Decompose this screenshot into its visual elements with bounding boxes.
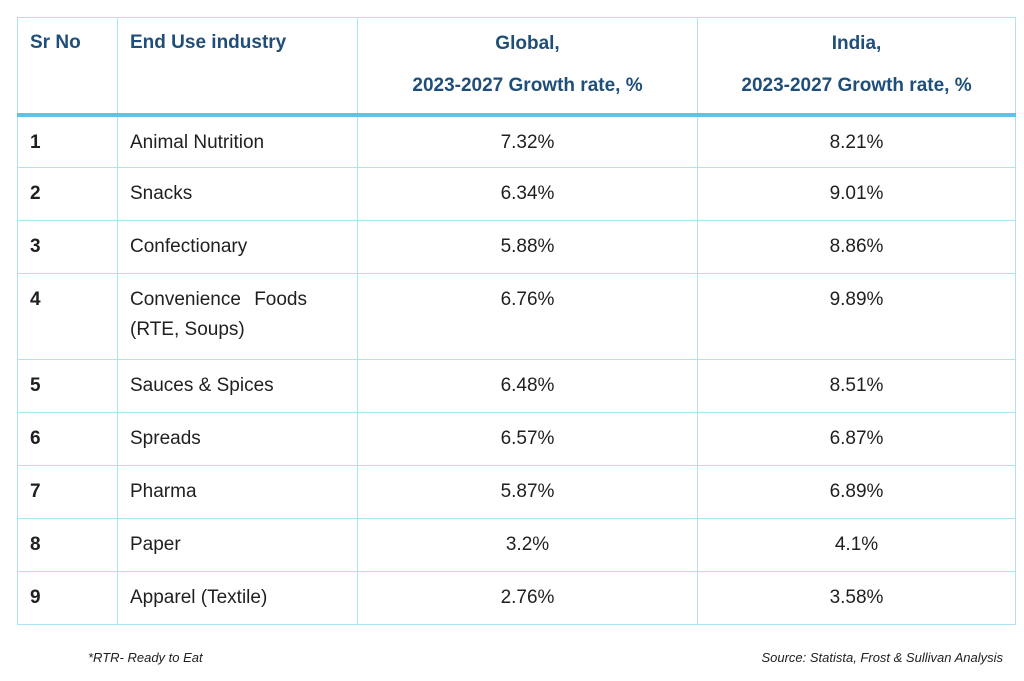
header-india-line2: 2023-2027 Growth rate, % xyxy=(741,75,972,96)
row-sr-no: 4 xyxy=(17,273,118,360)
row-global-rate: 2.76% xyxy=(357,571,698,625)
header-end-use-industry: End Use industry xyxy=(117,17,358,117)
table-header: Sr No End Use industry Global, 2023-2027… xyxy=(17,17,1016,117)
row-global-rate: 3.2% xyxy=(357,518,698,572)
row-industry: Pharma xyxy=(117,465,358,519)
row-india-rate: 3.58% xyxy=(697,571,1016,625)
row-industry-line2: (RTE, Soups) xyxy=(130,319,245,340)
table-row: 5 Sauces & Spices 6.48% 8.51% xyxy=(17,359,1016,413)
row-global-rate: 6.48% xyxy=(357,359,698,413)
row-india-rate: 6.87% xyxy=(697,412,1016,466)
row-sr-no: 1 xyxy=(17,114,118,168)
row-india-rate: 4.1% xyxy=(697,518,1016,572)
table-row: 7 Pharma 5.87% 6.89% xyxy=(17,465,1016,519)
header-global-line2: 2023-2027 Growth rate, % xyxy=(412,75,643,96)
row-global-rate: 6.76% xyxy=(357,273,698,360)
table-row: 9 Apparel (Textile) 2.76% 3.58% xyxy=(17,571,1016,625)
table-row: 1 Animal Nutrition 7.32% 8.21% xyxy=(17,114,1016,168)
table-row: 8 Paper 3.2% 4.1% xyxy=(17,518,1016,572)
row-india-rate: 8.86% xyxy=(697,220,1016,274)
row-global-rate: 6.34% xyxy=(357,167,698,221)
row-industry: Convenience Foods (RTE, Soups) xyxy=(117,273,358,360)
table-row: 2 Snacks 6.34% 9.01% xyxy=(17,167,1016,221)
row-sr-no: 5 xyxy=(17,359,118,413)
table-row: 6 Spreads 6.57% 6.87% xyxy=(17,412,1016,466)
row-india-rate: 9.01% xyxy=(697,167,1016,221)
table-row: 3 Confectionary 5.88% 8.86% xyxy=(17,220,1016,274)
source-note: Source: Statista, Frost & Sullivan Analy… xyxy=(761,650,1003,665)
row-global-rate: 6.57% xyxy=(357,412,698,466)
row-industry: Apparel (Textile) xyxy=(117,571,358,625)
row-india-rate: 6.89% xyxy=(697,465,1016,519)
row-india-rate: 8.51% xyxy=(697,359,1016,413)
row-industry: Paper xyxy=(117,518,358,572)
row-india-rate: 9.89% xyxy=(697,273,1016,360)
row-industry: Animal Nutrition xyxy=(117,114,358,168)
row-sr-no: 3 xyxy=(17,220,118,274)
header-india-growth: India, 2023-2027 Growth rate, % xyxy=(697,17,1016,117)
row-industry: Confectionary xyxy=(117,220,358,274)
row-india-rate: 8.21% xyxy=(697,114,1016,168)
table-body: 1 Animal Nutrition 7.32% 8.21% 2 Snacks … xyxy=(17,114,1016,625)
row-global-rate: 5.87% xyxy=(357,465,698,519)
row-global-rate: 5.88% xyxy=(357,220,698,274)
row-industry: Snacks xyxy=(117,167,358,221)
header-india-line1: India, xyxy=(831,33,882,54)
row-sr-no: 6 xyxy=(17,412,118,466)
row-industry-line1: Convenience Foods xyxy=(130,289,307,310)
table-row: 4 Convenience Foods (RTE, Soups) 6.76% 9… xyxy=(17,273,1016,360)
header-global-line1: Global, xyxy=(495,33,560,54)
row-sr-no: 2 xyxy=(17,167,118,221)
header-row: Sr No End Use industry Global, 2023-2027… xyxy=(17,17,1016,117)
row-sr-no: 9 xyxy=(17,571,118,625)
row-sr-no: 8 xyxy=(17,518,118,572)
footnote: *RTR- Ready to Eat xyxy=(88,650,203,665)
row-sr-no: 7 xyxy=(17,465,118,519)
row-industry: Spreads xyxy=(117,412,358,466)
header-global-growth: Global, 2023-2027 Growth rate, % xyxy=(357,17,698,117)
growth-rate-table-container: Sr No End Use industry Global, 2023-2027… xyxy=(17,17,1016,625)
row-industry: Sauces & Spices xyxy=(117,359,358,413)
header-sr-no: Sr No xyxy=(17,17,118,117)
row-global-rate: 7.32% xyxy=(357,114,698,168)
growth-rate-table: Sr No End Use industry Global, 2023-2027… xyxy=(17,17,1016,625)
